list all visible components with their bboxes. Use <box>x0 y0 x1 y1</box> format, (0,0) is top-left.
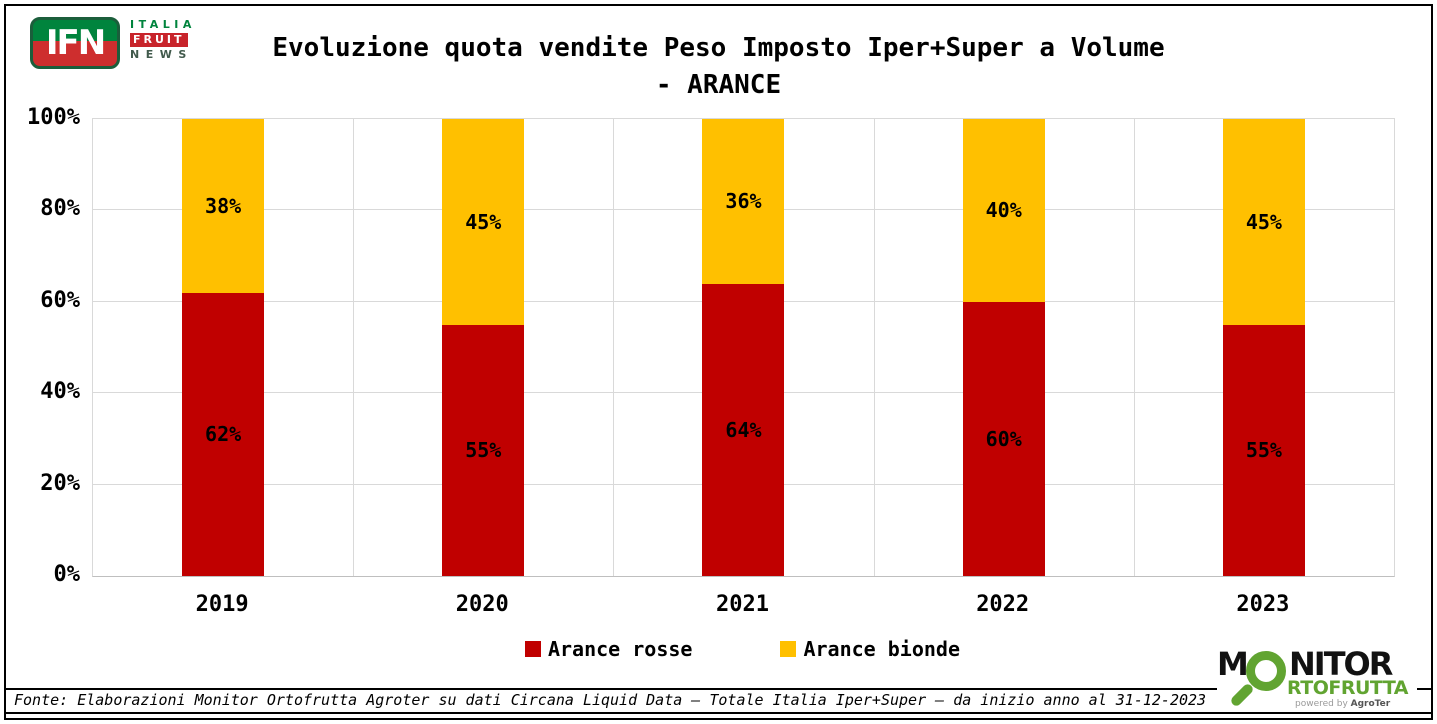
x-tick-2019: 2019 <box>195 592 249 617</box>
monitor-ortofrutta-logo: M NITOR RTOFRUTTA powered by AgroTer <box>1217 648 1417 712</box>
segment-arance-bionde-2021: 36% <box>702 119 785 284</box>
y-tick-0: 0% <box>53 562 81 587</box>
legend-swatch-arance-rosse <box>524 641 541 657</box>
legend-item-arance-bionde: Arance bionde <box>780 637 960 661</box>
gridline-v-4 <box>1133 119 1135 576</box>
legend-label-arance-bionde: Arance bionde <box>803 637 961 661</box>
stacked-bar-2021: 36% 64% <box>702 119 785 576</box>
category-column-2020: 45% 55% <box>353 119 613 576</box>
segment-arance-rosse-2022: 60% <box>962 301 1045 576</box>
x-tick-2023: 2023 <box>1236 592 1290 617</box>
x-axis: 2019 2020 2021 2022 2023 <box>92 588 1393 618</box>
chart-frame: IFN ITALIA FRUIT NEWS Evoluzione quota v… <box>4 4 1433 720</box>
data-label-arance-rosse-2023: 55% <box>1245 438 1282 463</box>
gridline-v-3 <box>873 119 875 576</box>
plot-area: 38% 62% 45% 55% 36% 64% 40% 60% 45% 55% <box>92 118 1395 577</box>
category-column-2021: 36% 64% <box>613 119 873 576</box>
stacked-bar-2023: 45% 55% <box>1222 119 1305 576</box>
y-axis: 0% 20% 40% 60% 80% 100% <box>6 107 84 586</box>
data-label-arance-rosse-2020: 55% <box>465 438 502 463</box>
data-label-arance-bionde-2019: 38% <box>205 193 242 218</box>
segment-arance-bionde-2020: 45% <box>442 119 525 325</box>
data-label-arance-bionde-2022: 40% <box>985 198 1022 223</box>
chart-title-line1: Evoluzione quota vendite Peso Imposto Ip… <box>272 33 1165 63</box>
agroter-label: AgroTer <box>1350 699 1391 709</box>
gridline-v-1 <box>353 119 355 576</box>
segment-arance-bionde-2022: 40% <box>962 119 1045 302</box>
data-label-arance-bionde-2021: 36% <box>725 189 762 214</box>
powered-by-agroter: powered by AgroTer <box>1295 699 1390 709</box>
legend: Arance rosse Arance bionde <box>92 637 1393 661</box>
gridline-v-2 <box>613 119 615 576</box>
ifn-fruit-label: FRUIT <box>130 33 188 47</box>
segment-arance-rosse-2020: 55% <box>442 324 525 576</box>
monitor-letters-nitor: NITOR <box>1289 645 1393 683</box>
stacked-bar-2022: 40% 60% <box>962 119 1045 576</box>
source-footer: Fonte: Elaborazioni Monitor Ortofrutta A… <box>6 688 1431 714</box>
legend-label-arance-rosse: Arance rosse <box>547 637 693 661</box>
y-tick-60: 60% <box>40 287 80 313</box>
data-label-arance-rosse-2022: 60% <box>985 426 1022 451</box>
ifn-logo-icon: IFN <box>30 17 120 69</box>
y-tick-20: 20% <box>40 470 80 496</box>
x-tick-2021: 2021 <box>715 592 769 617</box>
ifn-logo: IFN ITALIA FRUIT NEWS <box>30 17 191 69</box>
y-tick-100: 100% <box>27 105 80 130</box>
stacked-bar-2020: 45% 55% <box>442 119 525 576</box>
category-column-2019: 38% 62% <box>93 119 353 576</box>
data-label-arance-rosse-2021: 64% <box>725 417 762 442</box>
legend-swatch-arance-bionde <box>780 641 797 657</box>
magnifier-handle-icon <box>1229 682 1255 708</box>
category-column-2022: 40% 60% <box>874 119 1134 576</box>
data-label-arance-rosse-2019: 62% <box>205 422 242 447</box>
category-column-2023: 45% 55% <box>1134 119 1394 576</box>
ifn-logo-text: IFN <box>45 23 106 63</box>
magnifier-icon <box>1246 651 1286 691</box>
powered-by-label: powered by <box>1295 699 1351 709</box>
segment-arance-rosse-2021: 64% <box>702 283 785 576</box>
chart-title-line2: - ARANCE <box>655 70 782 100</box>
monitor-wordmark-row2: RTOFRUTTA <box>1287 677 1409 699</box>
ifn-logo-wordmark: ITALIA FRUIT NEWS <box>130 18 196 62</box>
y-tick-80: 80% <box>40 196 80 222</box>
ifn-news-label: NEWS <box>130 48 193 61</box>
segment-arance-bionde-2023: 45% <box>1222 119 1305 325</box>
stacked-bar-2019: 38% 62% <box>182 119 265 576</box>
x-tick-2020: 2020 <box>455 592 509 617</box>
data-label-arance-bionde-2023: 45% <box>1245 209 1282 234</box>
x-tick-2022: 2022 <box>976 592 1030 617</box>
segment-arance-bionde-2019: 38% <box>182 119 265 293</box>
source-text: Fonte: Elaborazioni Monitor Ortofrutta A… <box>14 691 1207 709</box>
data-label-arance-bionde-2020: 45% <box>465 209 502 234</box>
ifn-italia-label: ITALIA <box>130 18 196 31</box>
segment-arance-rosse-2019: 62% <box>182 292 265 576</box>
y-tick-40: 40% <box>40 379 80 405</box>
legend-item-arance-rosse: Arance rosse <box>524 637 693 661</box>
chart-title: Evoluzione quota vendite Peso Imposto Ip… <box>6 30 1431 104</box>
monitor-letter-m: M <box>1217 645 1249 683</box>
segment-arance-rosse-2023: 55% <box>1222 324 1305 576</box>
